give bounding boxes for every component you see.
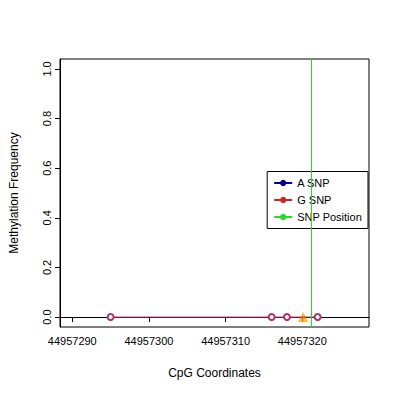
- svg-text:0.0: 0.0: [41, 309, 53, 324]
- svg-text:44957320: 44957320: [278, 335, 327, 347]
- svg-text:CpG Coordinates: CpG Coordinates: [168, 366, 261, 380]
- svg-text:1.0: 1.0: [41, 61, 53, 76]
- svg-text:44957310: 44957310: [201, 335, 250, 347]
- svg-text:0.4: 0.4: [41, 210, 53, 225]
- svg-text:44957290: 44957290: [48, 335, 97, 347]
- svg-text:SNP Position: SNP Position: [297, 211, 362, 223]
- svg-text:44957300: 44957300: [124, 335, 173, 347]
- svg-text:A SNP: A SNP: [297, 177, 329, 189]
- svg-text:Methylation Frequency: Methylation Frequency: [7, 132, 21, 253]
- svg-text:0.6: 0.6: [41, 161, 53, 176]
- svg-text:0.2: 0.2: [41, 260, 53, 275]
- svg-text:G SNP: G SNP: [297, 194, 331, 206]
- svg-text:0.8: 0.8: [41, 111, 53, 126]
